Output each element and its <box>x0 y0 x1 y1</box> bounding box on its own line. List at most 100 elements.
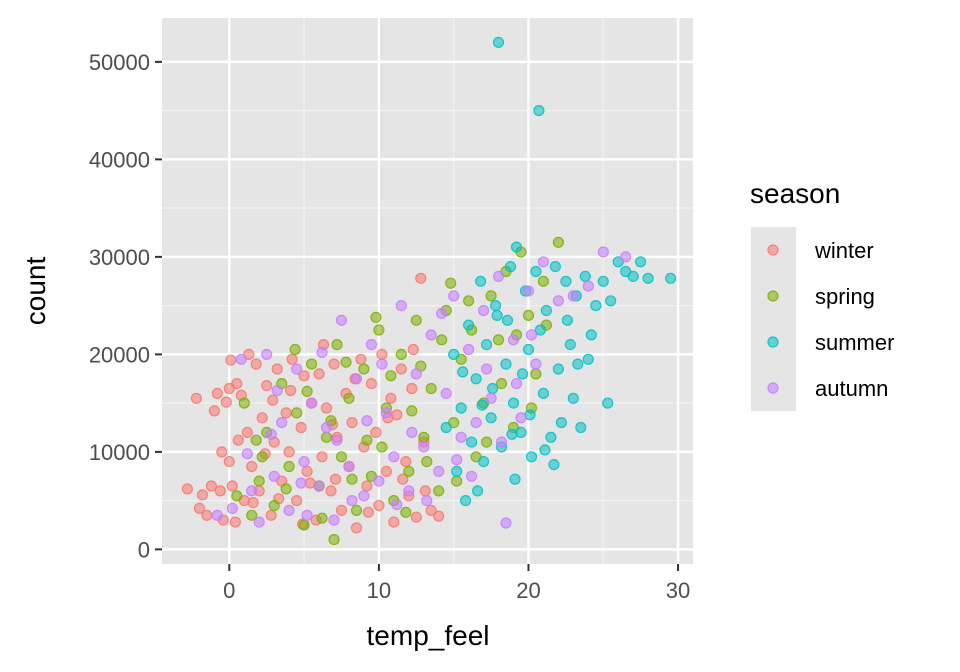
data-point-winter <box>388 516 400 528</box>
data-point-winter <box>313 368 325 380</box>
data-point-autumn <box>410 368 422 380</box>
data-point-summer <box>510 241 523 253</box>
data-point-autumn <box>463 343 475 356</box>
data-point-spring <box>250 434 262 446</box>
data-point-spring <box>373 324 385 336</box>
data-point-summer <box>549 261 562 273</box>
data-point-autumn <box>343 460 355 473</box>
data-point-spring <box>425 382 437 395</box>
data-point-winter <box>190 392 202 404</box>
data-point-spring <box>291 407 303 419</box>
data-point-summer <box>597 275 609 287</box>
data-point-winter <box>295 421 307 434</box>
data-point-summer <box>590 300 602 312</box>
data-point-winter <box>370 426 382 438</box>
legend-key-background <box>751 227 796 411</box>
data-point-spring <box>418 431 430 443</box>
data-point-autumn <box>373 475 385 487</box>
data-point-summer <box>440 421 452 434</box>
data-point-winter <box>433 510 445 522</box>
data-point-autumn <box>253 516 265 528</box>
data-point-winter <box>271 363 283 375</box>
data-point-autumn <box>283 504 295 516</box>
data-point-summer <box>602 397 614 409</box>
data-point-autumn <box>388 451 400 463</box>
data-point-winter <box>211 387 223 399</box>
data-point-spring <box>485 290 497 302</box>
legend-key-spring <box>767 290 779 302</box>
data-point-autumn <box>211 509 223 521</box>
data-point-winter <box>325 485 337 497</box>
data-point-autumn <box>391 498 403 511</box>
data-point-summer <box>490 300 502 312</box>
data-point-summer <box>561 314 574 326</box>
data-point-winter <box>214 485 226 497</box>
data-point-autumn <box>500 517 512 529</box>
data-point-autumn <box>361 415 373 427</box>
data-point-summer <box>634 256 647 268</box>
data-point-winter <box>291 495 303 507</box>
data-point-winter <box>250 358 262 370</box>
data-point-summer <box>533 104 545 117</box>
data-point-summer <box>545 431 557 443</box>
data-point-summer <box>627 270 639 282</box>
data-point-autumn <box>478 304 490 317</box>
data-point-summer <box>475 275 487 287</box>
data-point-winter <box>246 460 258 473</box>
data-point-autumn <box>455 431 467 443</box>
data-point-autumn <box>306 397 318 409</box>
data-point-autumn <box>620 251 632 263</box>
legend-key-winter <box>767 244 779 256</box>
data-point-autumn <box>481 363 493 375</box>
data-point-summer <box>552 363 565 375</box>
data-point-winter <box>407 343 419 356</box>
legend-key-autumn <box>767 382 779 394</box>
data-point-winter <box>229 516 241 528</box>
data-point-winter <box>397 473 409 485</box>
data-point-summer <box>491 309 503 321</box>
data-point-summer <box>525 451 538 463</box>
data-point-spring <box>320 431 333 443</box>
data-point-spring <box>335 451 348 463</box>
data-point-autumn <box>246 485 258 497</box>
data-point-spring <box>385 370 397 382</box>
data-point-winter <box>298 370 310 382</box>
data-point-winter <box>400 456 412 468</box>
data-point-winter <box>216 446 228 458</box>
data-point-summer <box>504 261 517 273</box>
data-point-winter <box>395 363 407 375</box>
data-point-autumn <box>406 426 418 438</box>
data-point-spring <box>406 405 418 417</box>
y-tick-label: 0 <box>138 537 150 562</box>
data-point-summer <box>564 339 576 351</box>
data-point-summer <box>501 314 514 326</box>
data-point-summer <box>530 265 542 278</box>
data-point-winter <box>415 272 427 284</box>
data-point-spring <box>530 368 542 380</box>
data-point-summer <box>457 366 469 378</box>
data-point-autumn <box>226 502 238 514</box>
data-point-winter <box>223 456 235 468</box>
data-point-autumn <box>235 353 247 365</box>
data-point-autumn <box>316 346 328 358</box>
data-point-winter <box>256 412 268 424</box>
data-point-summer <box>642 272 654 284</box>
data-point-spring <box>289 343 301 356</box>
data-point-autumn <box>451 454 463 466</box>
data-point-summer <box>509 473 521 485</box>
data-point-winter <box>226 480 238 492</box>
data-point-summer <box>478 456 490 468</box>
data-point-winter <box>329 473 342 485</box>
data-point-spring <box>481 436 493 448</box>
data-point-winter <box>280 407 292 419</box>
data-point-summer <box>534 324 547 336</box>
data-point-spring <box>552 236 565 248</box>
data-point-autumn <box>492 270 505 282</box>
data-point-winter <box>220 396 232 408</box>
data-point-summer <box>539 444 551 456</box>
legend: season winter spring summer autumn <box>750 178 894 411</box>
data-point-autumn <box>525 329 538 341</box>
data-point-autumn <box>537 256 550 268</box>
data-point-spring <box>331 339 343 351</box>
data-point-summer <box>451 465 463 477</box>
